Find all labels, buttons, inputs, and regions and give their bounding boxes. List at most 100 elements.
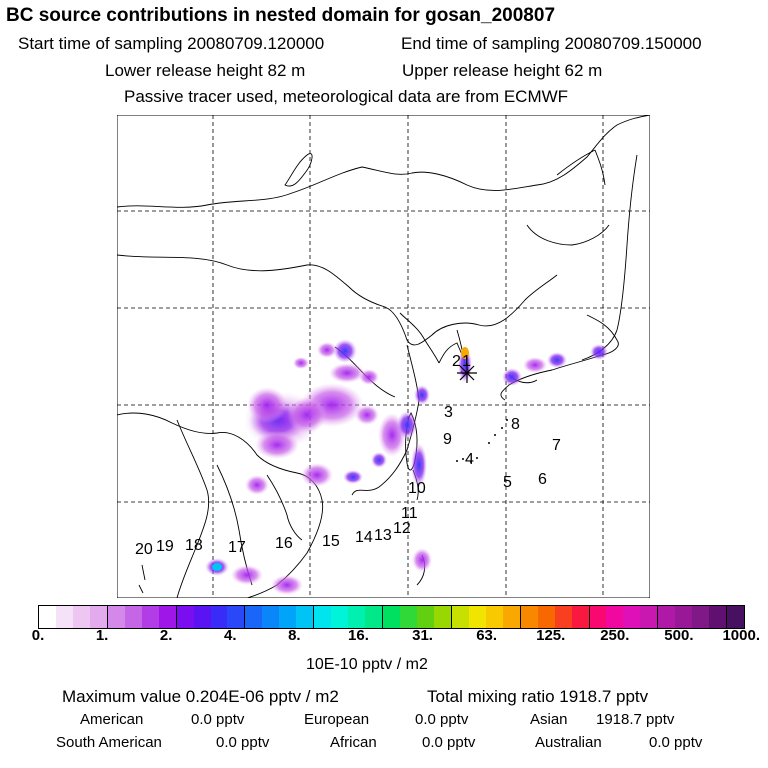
colorbar-segment xyxy=(210,606,228,628)
colorbar-segment xyxy=(124,606,142,628)
colorbar-segment xyxy=(433,606,452,628)
asian-value: 1918.7 pptv xyxy=(596,711,675,728)
colorbar-tick-label: 500. xyxy=(664,627,694,644)
region-label-5: 5 xyxy=(503,474,512,491)
colorbar-segment xyxy=(245,606,263,628)
region-label-7: 7 xyxy=(552,437,561,454)
region-label-17: 17 xyxy=(228,539,246,556)
region-label-2: 2 xyxy=(452,353,461,370)
region-label-8: 8 xyxy=(511,416,520,433)
region-label-18: 18 xyxy=(185,537,203,554)
colorbar-segment xyxy=(383,606,401,628)
colorbar-segment xyxy=(468,606,486,628)
colorbar-segment xyxy=(502,606,521,628)
region-label-19: 19 xyxy=(156,538,174,555)
region-label-4: 4 xyxy=(465,451,474,468)
european-value: 0.0 pptv xyxy=(415,711,469,728)
colorbar-tick-label: 4. xyxy=(224,627,237,644)
african-value: 0.0 pptv xyxy=(422,734,476,751)
colorbar-segment xyxy=(485,606,503,628)
colorbar-segment xyxy=(55,606,73,628)
colorbar-segment xyxy=(520,606,538,628)
american-value: 0.0 pptv xyxy=(191,711,245,728)
colorbar-tick-label: 16. xyxy=(348,627,369,644)
colorbar-tick-label: 1. xyxy=(95,627,109,644)
map-frame xyxy=(117,115,650,598)
region-label-3: 3 xyxy=(444,404,453,421)
region-label-13: 13 xyxy=(374,527,392,544)
plot-title: BC source contributions in nested domain… xyxy=(6,5,556,26)
region-label-15: 15 xyxy=(322,533,340,550)
colorbar-segment xyxy=(348,606,366,628)
colorbar-segment xyxy=(606,606,624,628)
lower-release-text: Lower release height 82 m xyxy=(105,61,306,80)
colorbar-segment xyxy=(571,606,590,628)
map-panel: 2 1 3 9 4 8 7 5 6 10 11 12 13 14 15 16 1… xyxy=(117,115,650,598)
australian-label: Australian xyxy=(535,734,602,751)
end-time-text: End time of sampling 20080709.150000 xyxy=(401,34,702,53)
colorbar-segment xyxy=(554,606,572,628)
colorbar-segment xyxy=(331,606,349,628)
colorbar-segment xyxy=(279,606,297,628)
region-label-11: 11 xyxy=(401,505,418,522)
colorbar-segment xyxy=(451,606,469,628)
concentration-plumes xyxy=(205,339,608,595)
colorbar-segment xyxy=(675,606,693,628)
colorbar-segment xyxy=(589,606,607,628)
european-label: European xyxy=(304,711,370,728)
colorbar-tick-label: 8. xyxy=(288,627,301,644)
colorbar-segment xyxy=(107,606,125,628)
american-label: American xyxy=(80,711,144,728)
region-label-1: 1 xyxy=(462,353,471,370)
colorbar-segment xyxy=(141,606,159,628)
region-label-14: 14 xyxy=(355,529,373,546)
region-label-10: 10 xyxy=(408,480,426,497)
upper-release-text: Upper release height 62 m xyxy=(402,61,603,80)
african-label: African xyxy=(330,734,377,751)
colorbar-tick-label: 0. xyxy=(31,627,45,644)
colorbar-tick-label: 1000. xyxy=(722,627,760,644)
colorbar-segment xyxy=(296,606,315,628)
colorbar-segment xyxy=(727,606,745,628)
colorbar-segment xyxy=(658,606,676,628)
receptor-marker xyxy=(457,363,477,383)
colorbar-segment xyxy=(227,606,246,628)
colorbar-segment xyxy=(416,606,434,628)
colorbar-tick-label: 125. xyxy=(536,627,566,644)
region-label-12: 12 xyxy=(393,520,411,537)
start-time-text: Start time of sampling 20080709.120000 xyxy=(18,34,325,53)
south-american-value: 0.0 pptv xyxy=(216,734,270,751)
colorbar-segment xyxy=(400,606,417,628)
total-mixing-ratio-text: Total mixing ratio 1918.7 pptv xyxy=(427,687,649,706)
colorbar-segment xyxy=(39,606,56,628)
colorbar-tick-label: 63. xyxy=(476,627,498,644)
south-american-label: South American xyxy=(56,734,162,751)
island-dots xyxy=(456,419,508,463)
colorbar-segment xyxy=(365,606,384,628)
australian-value: 0.0 pptv xyxy=(649,734,703,751)
colorbar-tick-label: 2. xyxy=(159,627,173,644)
colorbar-segment xyxy=(537,606,555,628)
colorbar-segment xyxy=(692,606,710,628)
colorbar-segment xyxy=(193,606,211,628)
colorbar-segment xyxy=(640,606,659,628)
region-label-20: 20 xyxy=(135,541,153,558)
colorbar-segment xyxy=(709,606,728,628)
maximum-value-text: Maximum value 0.204E-06 pptv / m2 xyxy=(62,687,339,706)
colorbar-segment xyxy=(72,606,90,628)
region-label-9: 9 xyxy=(443,431,452,448)
colorbar-segment xyxy=(158,606,177,628)
region-label-16: 16 xyxy=(275,535,293,552)
colorbar-segment xyxy=(176,606,194,628)
colorbar-segment xyxy=(314,606,332,628)
colorbar-segment xyxy=(623,606,641,628)
colorbar xyxy=(38,605,745,629)
colorbar-segment xyxy=(89,606,108,628)
tracer-note-text: Passive tracer used, meteorological data… xyxy=(124,87,569,106)
colorbar-segment xyxy=(262,606,280,628)
asian-label: Asian xyxy=(530,711,568,728)
region-labels: 2 1 3 9 4 8 7 5 6 10 11 12 13 14 15 16 1… xyxy=(135,353,561,558)
units-label: 10E-10 pptv / m2 xyxy=(306,656,428,673)
region-label-6: 6 xyxy=(538,471,547,488)
colorbar-tick-label: 250. xyxy=(600,627,630,644)
